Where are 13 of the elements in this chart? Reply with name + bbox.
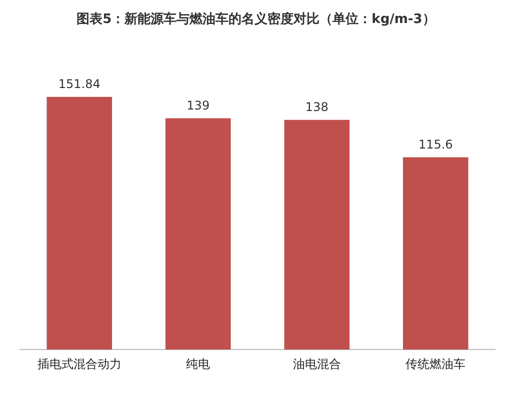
x-tick-label: 插电式混合动力 xyxy=(37,357,122,372)
data-label: 151.84 xyxy=(58,76,100,91)
bar xyxy=(165,118,231,350)
x-tick-label: 纯电 xyxy=(186,357,210,372)
chart-title: 图表5：新能源车与燃油车的名义密度对比（单位：kg/m-3） xyxy=(76,10,436,28)
bar xyxy=(284,120,350,350)
data-label: 115.6 xyxy=(418,137,453,152)
x-tick-label: 传统燃油车 xyxy=(406,357,466,372)
bar xyxy=(46,96,112,350)
data-label: 139 xyxy=(186,98,210,112)
x-tick-label: 油电混合 xyxy=(292,357,341,372)
bar xyxy=(402,157,468,350)
data-label: 138 xyxy=(305,100,328,114)
